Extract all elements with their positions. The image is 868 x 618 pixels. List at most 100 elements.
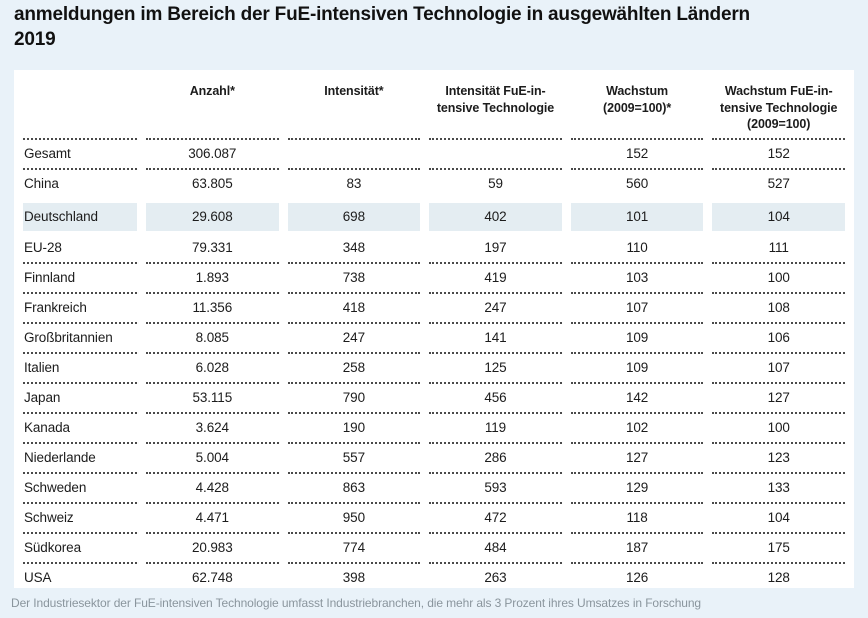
cell-value: 4.428 [146, 474, 279, 504]
cell-value: 790 [287, 384, 421, 414]
cell-value: 247 [429, 294, 562, 324]
cell-value: 125 [429, 354, 562, 384]
cell-value: 104 [712, 199, 845, 234]
cell-value: 111 [712, 234, 845, 264]
cell-value: 190 [287, 414, 421, 444]
cell-value: 110 [570, 234, 704, 264]
cell-value: 286 [429, 444, 562, 474]
cell-value: 418 [287, 294, 421, 324]
table-row: USA 62.748 398 263 126 128 [23, 564, 845, 594]
cell-value: 950 [287, 504, 421, 534]
cell-value: 698 [287, 199, 421, 234]
row-label: Großbritannien [23, 324, 137, 354]
patents-table: Anzahl* Intensität* Intensität FuE-in- ten… [14, 70, 854, 594]
cell-value: 456 [429, 384, 562, 414]
column-header: Intensität* [287, 70, 421, 140]
row-label: Schweden [23, 474, 137, 504]
cell-value: 348 [287, 234, 421, 264]
column-header: Wachstum (2009=100)* [570, 70, 704, 140]
table-body: Gesamt 306.087 152 152 China 63.805 83 59 560 527… [23, 140, 845, 594]
cell-value: 59 [488, 175, 503, 191]
cell-value: 108 [712, 294, 845, 324]
cell-value: 20.983 [146, 534, 279, 564]
cell-value: 152 [570, 140, 704, 170]
column-header: Intensität FuE-in- tensive Technologie [429, 70, 562, 140]
row-label: Gesamt [23, 140, 137, 170]
table-row: Gesamt 306.087 152 152 [23, 140, 845, 170]
cell-value: 103 [570, 264, 704, 294]
cell-value: 863 [287, 474, 421, 504]
cell-value: 419 [429, 264, 562, 294]
table-row: Kanada 3.624 190 119 102 100 [23, 414, 845, 444]
row-label: USA [24, 569, 52, 585]
cell-value: 187 [570, 534, 704, 564]
row-label: Schweiz [23, 504, 137, 534]
cell-value: 79.331 [146, 234, 279, 264]
cell-value: 774 [287, 534, 421, 564]
cell-value: 128 [767, 569, 790, 585]
footnote: Der Industriesektor der FuE-intensiven T… [11, 596, 701, 610]
table-row: EU-28 79.331 348 197 110 111 [23, 234, 845, 264]
row-label: EU-28 [23, 234, 137, 264]
cell-value: 109 [570, 354, 704, 384]
table-row: Frankreich 11.356 418 247 107 108 [23, 294, 845, 324]
cell-value: 1.893 [146, 264, 279, 294]
cell-value: 484 [429, 534, 562, 564]
cell-value: 557 [287, 444, 421, 474]
data-table-card: Anzahl* Intensität* Intensität FuE-in- ten… [14, 70, 854, 588]
cell-value: 127 [570, 444, 704, 474]
table-row: Großbritannien 8.085 247 141 109 106 [23, 324, 845, 354]
cell-value [429, 140, 562, 170]
cell-value: 197 [429, 234, 562, 264]
cell-value: 3.624 [146, 414, 279, 444]
cell-value: 53.115 [146, 384, 279, 414]
table-row: Schweden 4.428 863 593 129 133 [23, 474, 845, 504]
cell-value: 472 [429, 504, 562, 534]
cell-value: 263 [484, 569, 507, 585]
cell-value: 123 [712, 444, 845, 474]
table-row: Südkorea 20.983 774 484 187 175 [23, 534, 845, 564]
table-row: Finnland 1.893 738 419 103 100 [23, 264, 845, 294]
cell-value: 119 [429, 414, 562, 444]
cell-value: 133 [712, 474, 845, 504]
table-row: Niederlande 5.004 557 286 127 123 [23, 444, 845, 474]
cell-value: 593 [429, 474, 562, 504]
row-label: Südkorea [23, 534, 137, 564]
cell-value: 102 [570, 414, 704, 444]
page-title: anmeldungen im Bereich der FuE-intensive… [14, 4, 750, 51]
table-header-row: Anzahl* Intensität* Intensität FuE-in- ten… [23, 70, 845, 140]
row-label: China [24, 175, 59, 191]
cell-value: 175 [712, 534, 845, 564]
cell-value: 738 [287, 264, 421, 294]
cell-value: 402 [429, 199, 562, 234]
cell-value: 129 [570, 474, 704, 504]
row-label: Japan [23, 384, 137, 414]
cell-value: 4.471 [146, 504, 279, 534]
cell-value: 62.748 [191, 569, 233, 585]
cell-value: 29.608 [146, 199, 279, 234]
cell-value: 258 [287, 354, 421, 384]
cell-value: 306.087 [146, 140, 279, 170]
row-label: Niederlande [23, 444, 137, 474]
cell-value: 118 [570, 504, 704, 534]
cell-value: 107 [712, 354, 845, 384]
cell-value: 63.805 [191, 175, 233, 191]
cell-value: 127 [712, 384, 845, 414]
cell-value: 104 [712, 504, 845, 534]
table-row: Schweiz 4.471 950 472 118 104 [23, 504, 845, 534]
cell-value: 247 [287, 324, 421, 354]
cell-value: 107 [570, 294, 704, 324]
cell-value: 527 [767, 175, 790, 191]
column-header: Wachstum FuE-in- tensive Technologie (20… [712, 70, 845, 140]
cell-value: 83 [346, 175, 362, 191]
cell-value: 126 [625, 569, 649, 585]
row-label: Deutschland [23, 199, 137, 234]
cell-value: 398 [342, 569, 365, 585]
row-label: Frankreich [23, 294, 137, 324]
row-label: Italien [23, 354, 137, 384]
row-label: Finnland [23, 264, 137, 294]
table-row: Deutschland 29.608 698 402 101 104 [23, 199, 845, 234]
table-row: Japan 53.115 790 456 142 127 [23, 384, 845, 414]
table-row: Italien 6.028 258 125 109 107 [23, 354, 845, 384]
